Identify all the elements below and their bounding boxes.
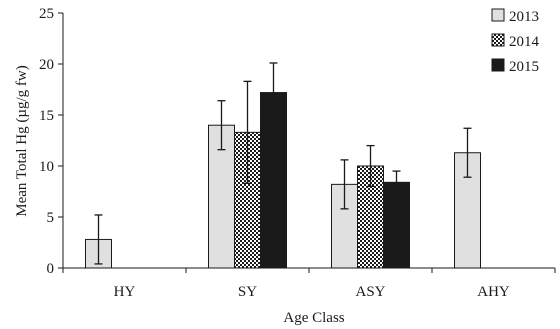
y-tick-label: 15 <box>39 108 54 124</box>
axis-labels: Age Class Mean Total Hg (µg/g fw) <box>14 65 345 326</box>
legend-label-2013: 2013 <box>509 9 539 25</box>
y-tick-label: 20 <box>39 57 54 73</box>
x-tick-label: ASY <box>355 284 385 300</box>
x-axis-title: Age Class <box>283 310 344 326</box>
legend-swatch-2015 <box>491 58 505 72</box>
x-tick-label: SY <box>238 284 257 300</box>
y-axis-title: Mean Total Hg (µg/g fw) <box>14 65 30 216</box>
y-tick-label: 25 <box>39 6 54 22</box>
legend-swatch-2014 <box>491 33 505 47</box>
bars <box>85 62 481 269</box>
x-tick-label: AHY <box>477 284 510 300</box>
legend-label-2014: 2014 <box>509 34 540 50</box>
legend-label-2015: 2015 <box>509 59 539 75</box>
bar-2015-ASY <box>383 181 410 269</box>
bar-2015-SY <box>260 92 287 269</box>
legend-swatch-2013 <box>491 8 505 22</box>
legend: 2013 2014 2015 <box>491 8 540 75</box>
y-tick-label: 10 <box>39 159 54 175</box>
x-tick-label: HY <box>114 284 136 300</box>
y-tick-label: 0 <box>47 261 55 277</box>
axes: 0 5 10 15 20 25 HY SY ASY AHY <box>39 6 556 300</box>
y-tick-label: 5 <box>47 210 55 226</box>
